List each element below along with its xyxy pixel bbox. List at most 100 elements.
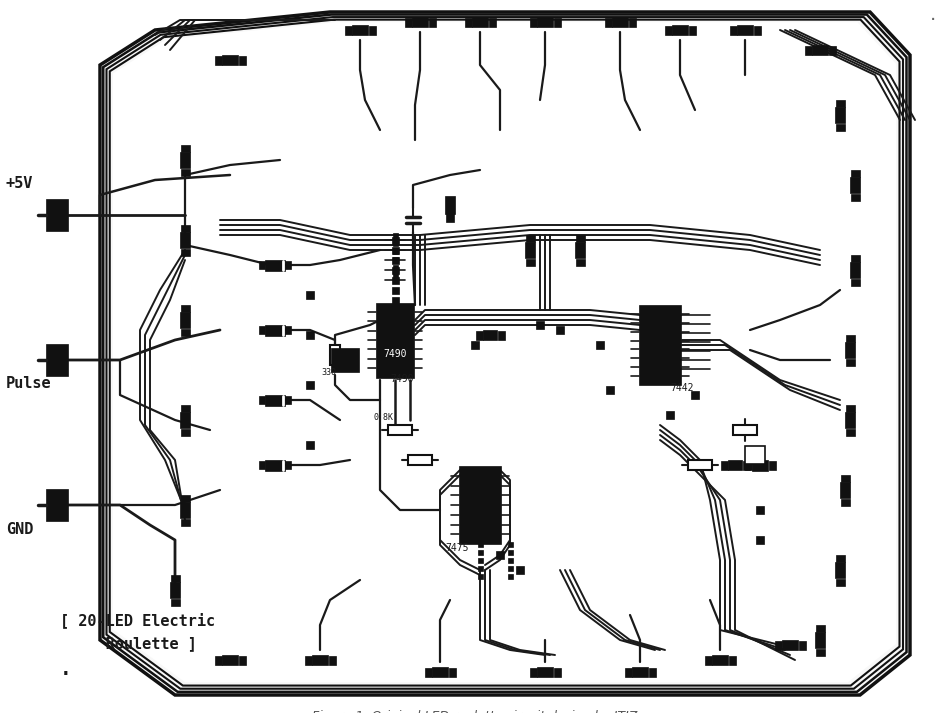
Bar — [180, 312, 190, 328]
Bar — [428, 18, 435, 26]
Bar — [529, 667, 537, 677]
Bar — [525, 259, 535, 265]
Bar — [666, 411, 674, 419]
Bar — [392, 249, 397, 254]
Bar — [815, 625, 825, 632]
Bar — [737, 25, 753, 35]
Bar — [180, 404, 189, 411]
Bar — [392, 272, 397, 277]
Bar — [576, 259, 584, 265]
Text: 7442: 7442 — [670, 383, 694, 393]
Bar — [720, 461, 728, 469]
Bar — [305, 655, 312, 665]
Bar — [799, 640, 806, 650]
Bar — [507, 550, 512, 555]
Bar — [483, 330, 497, 340]
Bar — [606, 386, 614, 394]
Bar — [238, 56, 245, 64]
Bar — [835, 562, 845, 578]
Bar — [753, 26, 761, 34]
Bar — [507, 541, 512, 546]
Bar — [769, 461, 775, 469]
Bar — [846, 359, 854, 366]
Polygon shape — [100, 12, 910, 695]
Bar — [180, 495, 189, 501]
Bar — [180, 518, 189, 525]
Bar — [745, 461, 751, 469]
Bar — [478, 550, 483, 555]
Bar — [733, 425, 757, 435]
Text: .: . — [60, 660, 72, 679]
Bar — [306, 441, 314, 449]
Bar — [554, 18, 560, 26]
Text: 0.8K: 0.8K — [374, 413, 394, 422]
Bar — [259, 326, 265, 334]
Bar — [841, 474, 849, 481]
Bar — [392, 232, 397, 237]
Bar — [846, 404, 854, 411]
Bar — [222, 655, 238, 665]
Bar — [465, 18, 471, 26]
Bar — [575, 242, 585, 258]
Bar — [596, 341, 604, 349]
Text: 7490: 7490 — [383, 349, 407, 359]
Bar — [712, 655, 728, 665]
Bar — [259, 461, 265, 469]
Bar — [180, 145, 189, 151]
Bar — [812, 45, 828, 55]
Bar — [285, 326, 291, 334]
Bar — [180, 249, 189, 255]
Bar — [612, 17, 628, 27]
Bar — [238, 655, 245, 665]
Bar — [840, 482, 850, 498]
Bar — [835, 578, 845, 585]
Bar — [525, 242, 535, 258]
Bar — [180, 232, 190, 248]
Text: 330: 330 — [321, 368, 336, 377]
Bar — [835, 100, 845, 106]
Bar — [312, 655, 328, 665]
Bar — [392, 265, 397, 270]
Bar — [405, 18, 411, 26]
Bar — [471, 341, 479, 349]
Bar — [180, 429, 189, 436]
Bar — [730, 26, 736, 34]
Bar — [46, 344, 68, 376]
Bar — [259, 261, 265, 269]
Text: [ 20-LED Electric: [ 20-LED Electric — [60, 612, 215, 628]
Bar — [743, 461, 750, 469]
Bar — [265, 459, 285, 471]
Bar — [629, 18, 636, 26]
Bar — [691, 391, 699, 399]
Bar — [689, 26, 695, 34]
Text: Figure 1: Original LED roulette circuit design by ITIZ: Figure 1: Original LED roulette circuit … — [313, 710, 637, 713]
Bar — [850, 262, 860, 278]
Bar — [604, 18, 612, 26]
Bar — [537, 17, 553, 27]
Bar — [369, 26, 375, 34]
Bar — [745, 446, 765, 464]
Bar — [841, 498, 849, 506]
Bar — [391, 267, 398, 274]
Bar — [815, 649, 825, 655]
Bar — [805, 46, 811, 54]
Bar — [391, 247, 398, 254]
Bar — [639, 305, 681, 385]
Bar — [672, 25, 688, 35]
Bar — [306, 291, 314, 299]
Bar — [478, 541, 483, 546]
Bar — [478, 573, 483, 578]
Bar — [688, 460, 712, 470]
Bar — [507, 573, 512, 578]
Bar — [835, 555, 845, 562]
Bar — [432, 667, 448, 677]
Bar — [845, 342, 855, 358]
Bar — [472, 17, 488, 27]
Bar — [705, 655, 712, 665]
Bar — [529, 18, 537, 26]
Bar — [459, 466, 501, 544]
Bar — [180, 304, 189, 312]
Bar — [498, 331, 504, 339]
Bar — [170, 598, 180, 605]
Bar — [845, 412, 855, 428]
